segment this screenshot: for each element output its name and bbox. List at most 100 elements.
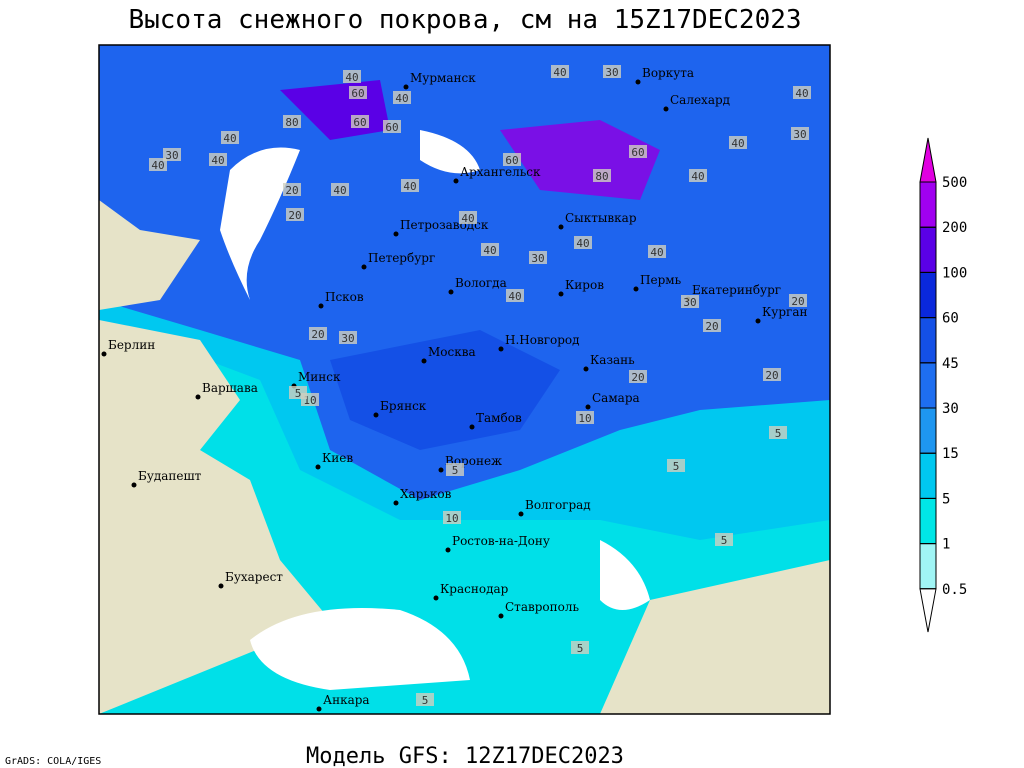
city-dot <box>558 224 564 230</box>
city-label: Ростов-на-Дону <box>452 534 550 548</box>
city-label: Воркута <box>642 66 694 80</box>
contour-label: 5 <box>721 534 728 547</box>
colorbar-label: 15 <box>942 446 959 462</box>
colorbar-swatch <box>919 407 937 454</box>
contour-label: 20 <box>765 369 778 382</box>
contour-label-box <box>416 693 434 706</box>
contour-label: 60 <box>351 87 364 100</box>
colorbar-label: 30 <box>942 401 959 417</box>
city-label: Киев <box>322 451 353 465</box>
colorbar-label: 1 <box>942 537 950 553</box>
city-dot <box>445 547 451 553</box>
contour-label-box <box>789 294 807 307</box>
contour-label: 20 <box>705 320 718 333</box>
city-dot <box>498 613 504 619</box>
contour-label: 30 <box>531 252 544 265</box>
city-label: Будапешт <box>138 469 202 483</box>
contour-label-box <box>574 236 592 249</box>
contour-label-box <box>209 153 227 166</box>
contour-label-box <box>667 459 685 472</box>
city-label: Волгоград <box>525 498 591 512</box>
city-dot <box>583 366 589 372</box>
credit: GrADS: COLA/IGES <box>5 756 101 767</box>
contour-label-box <box>715 533 733 546</box>
contour-label: 60 <box>353 116 366 129</box>
city-label: Харьков <box>400 487 452 501</box>
colorbar-swatch <box>919 452 937 499</box>
contour-label-box <box>283 115 301 128</box>
city-label: Москва <box>428 345 476 359</box>
contour-label-box <box>506 289 524 302</box>
contour-label-box <box>149 158 167 171</box>
city-dot <box>585 404 591 410</box>
contour-label: 10 <box>445 512 458 525</box>
city-label: Краснодар <box>440 582 509 596</box>
contour-label-box <box>331 183 349 196</box>
contour-label-box <box>401 179 419 192</box>
city-label: Архангельск <box>460 165 541 179</box>
colorbar-swatch <box>919 543 937 590</box>
city-dot <box>663 106 669 112</box>
contour-label: 40 <box>576 237 589 250</box>
city-label: Брянск <box>380 399 427 413</box>
contour-label-box <box>393 91 411 104</box>
city-dot <box>315 464 321 470</box>
city-dot <box>518 511 524 517</box>
contour-label-box <box>551 65 569 78</box>
contour-label: 20 <box>285 184 298 197</box>
contour-label: 5 <box>775 427 782 440</box>
colorbar-label: 5 <box>942 491 950 507</box>
contour-label: 20 <box>288 209 301 222</box>
contour-label-box <box>793 86 811 99</box>
city-dot <box>633 286 639 292</box>
contour-label: 10 <box>578 412 591 425</box>
colorbar-label: 100 <box>942 265 967 281</box>
contour-label: 40 <box>333 184 346 197</box>
contour-label: 30 <box>793 128 806 141</box>
contour-label-box <box>791 127 809 140</box>
contour-label-box <box>163 148 181 161</box>
colorbar-swatch <box>919 317 937 364</box>
contour-label-box <box>283 183 301 196</box>
city-label: Курган <box>762 305 807 319</box>
contour-label-box <box>503 153 521 166</box>
contour-label-box <box>629 145 647 158</box>
city-dot <box>393 500 399 506</box>
city-label: Екатеринбург <box>692 283 781 297</box>
city-dot <box>755 318 761 324</box>
contour-label-box <box>629 370 647 383</box>
contour-label: 40 <box>483 244 496 257</box>
contour-label: 40 <box>151 159 164 172</box>
city-dot <box>498 346 504 352</box>
contour-label: 40 <box>650 246 663 259</box>
contour-label: 40 <box>731 137 744 150</box>
colorbar-label: 500 <box>942 175 967 191</box>
contour-label-box <box>603 65 621 78</box>
city-dot <box>195 394 201 400</box>
city-dot <box>316 706 322 712</box>
city-label: Варшава <box>202 381 258 395</box>
contour-label: 5 <box>295 387 302 400</box>
colorbar-swatch <box>919 226 937 273</box>
city-dot <box>558 291 564 297</box>
contour-label-box <box>459 211 477 224</box>
city-label: Минск <box>298 370 341 384</box>
city-dot <box>453 178 459 184</box>
contour-label: 20 <box>791 295 804 308</box>
contour-label: 5 <box>452 464 459 477</box>
city-label: Ставрополь <box>505 600 579 614</box>
contour-label: 80 <box>285 116 298 129</box>
contour-label: 20 <box>631 371 644 384</box>
contour-label: 30 <box>165 149 178 162</box>
contour-label: 20 <box>311 328 324 341</box>
city-label: Тамбов <box>476 411 522 425</box>
contour-label-box <box>593 169 611 182</box>
city-dot <box>101 351 107 357</box>
city-label: Анкара <box>323 693 370 707</box>
contour-label-box <box>648 245 666 258</box>
colorbar-label: 45 <box>942 356 959 372</box>
colorbar-swatch <box>919 362 937 409</box>
contour-label-box <box>763 368 781 381</box>
